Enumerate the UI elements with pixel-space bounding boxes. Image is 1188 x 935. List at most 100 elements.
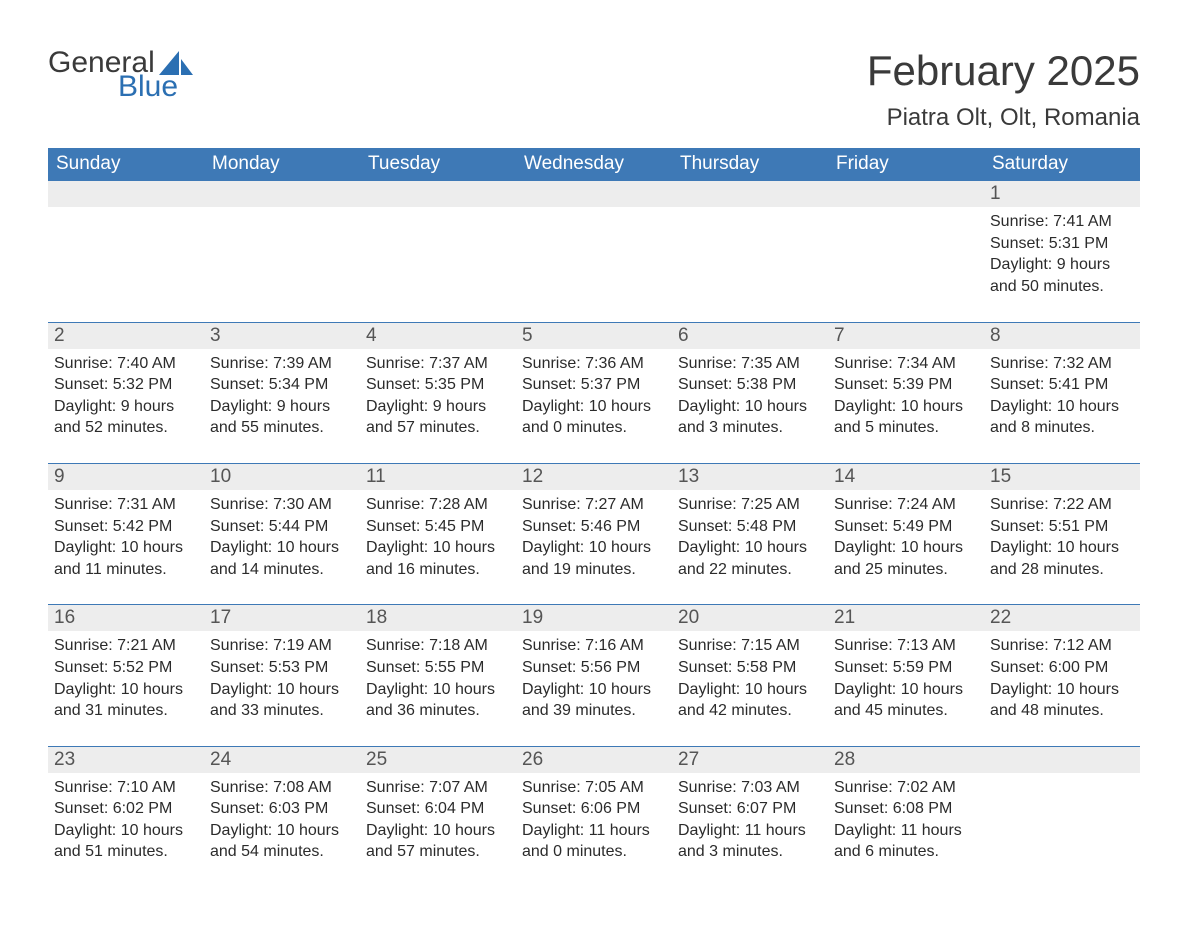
day-info: Sunrise: 7:30 AMSunset: 5:44 PMDaylight:… xyxy=(210,494,354,580)
day-info: Sunrise: 7:35 AMSunset: 5:38 PMDaylight:… xyxy=(678,353,822,439)
calendar-day-cell: 3Sunrise: 7:39 AMSunset: 5:34 PMDaylight… xyxy=(204,322,360,463)
location: Piatra Olt, Olt, Romania xyxy=(867,104,1140,132)
weekday-header: Saturday xyxy=(984,148,1140,180)
daylight-line: Daylight: 10 hours and 51 minutes. xyxy=(54,820,198,863)
sunrise-line: Sunrise: 7:39 AM xyxy=(210,353,354,375)
day-number: 4 xyxy=(360,322,516,349)
day-info: Sunrise: 7:21 AMSunset: 5:52 PMDaylight:… xyxy=(54,635,198,721)
sunset-line: Sunset: 5:38 PM xyxy=(678,374,822,396)
calendar-day-cell: 9 Sunrise: 7:31 AMSunset: 5:42 PMDaylight… xyxy=(48,463,204,604)
day-info: Sunrise: 7:27 AMSunset: 5:46 PMDaylight:… xyxy=(522,494,666,580)
day-number: 28 xyxy=(828,746,984,773)
calendar-day-cell: 1Sunrise: 7:41 AMSunset: 5:31 PMDaylight… xyxy=(984,180,1140,321)
daylight-line: Daylight: 9 hours and 57 minutes. xyxy=(366,396,510,439)
calendar-week-row: 2Sunrise: 7:40 AMSunset: 5:32 PMDaylight… xyxy=(48,322,1140,463)
sunset-line: Sunset: 5:59 PM xyxy=(834,657,978,679)
calendar-day-cell: 13Sunrise: 7:25 AMSunset: 5:48 PMDayligh… xyxy=(672,463,828,604)
day-number: 12 xyxy=(516,463,672,490)
daylight-line: Daylight: 11 hours and 6 minutes. xyxy=(834,820,978,863)
calendar-day-cell: 2 Sunrise: 7:40 AMSunset: 5:32 PMDaylight… xyxy=(48,322,204,463)
sunrise-line: Sunrise: 7:18 AM xyxy=(366,635,510,657)
day-info: Sunrise: 7:05 AMSunset: 6:06 PMDaylight:… xyxy=(522,777,666,863)
weekday-header: Wednesday xyxy=(516,148,672,180)
sunset-line: Sunset: 5:32 PM xyxy=(54,374,198,396)
day-info: Sunrise: 7:22 AMSunset: 5:51 PMDaylight:… xyxy=(990,494,1134,580)
sunrise-line: Sunrise: 7:31 AM xyxy=(54,494,198,516)
daylight-line: Daylight: 10 hours and 45 minutes. xyxy=(834,679,978,722)
day-number: 23 xyxy=(48,746,204,773)
day-number: 5 xyxy=(516,322,672,349)
sunset-line: Sunset: 5:46 PM xyxy=(522,516,666,538)
calendar-day-cell: . xyxy=(828,180,984,321)
weekday-header: Thursday xyxy=(672,148,828,180)
day-number: 2 xyxy=(48,322,204,349)
sunset-line: Sunset: 6:00 PM xyxy=(990,657,1134,679)
calendar-day-cell: 12 Sunrise: 7:27 AMSunset: 5:46 PMDayligh… xyxy=(516,463,672,604)
day-number: 26 xyxy=(516,746,672,773)
daylight-line: Daylight: 10 hours and 31 minutes. xyxy=(54,679,198,722)
weekday-header: Friday xyxy=(828,148,984,180)
sunrise-line: Sunrise: 7:03 AM xyxy=(678,777,822,799)
daylight-line: Daylight: 10 hours and 11 minutes. xyxy=(54,537,198,580)
sunset-line: Sunset: 5:34 PM xyxy=(210,374,354,396)
calendar-day-cell: 8Sunrise: 7:32 AMSunset: 5:41 PMDaylight… xyxy=(984,322,1140,463)
calendar-day-cell: 22Sunrise: 7:12 AMSunset: 6:00 PMDayligh… xyxy=(984,604,1140,745)
day-info: Sunrise: 7:07 AMSunset: 6:04 PMDaylight:… xyxy=(366,777,510,863)
day-number: 10 xyxy=(204,463,360,490)
day-number: 24 xyxy=(204,746,360,773)
day-info: Sunrise: 7:24 AMSunset: 5:49 PMDaylight:… xyxy=(834,494,978,580)
daylight-line: Daylight: 10 hours and 48 minutes. xyxy=(990,679,1134,722)
day-info: Sunrise: 7:40 AMSunset: 5:32 PMDaylight:… xyxy=(54,353,198,439)
weekday-header: Tuesday xyxy=(360,148,516,180)
calendar-day-cell: 24 Sunrise: 7:08 AMSunset: 6:03 PMDayligh… xyxy=(204,746,360,887)
sunset-line: Sunset: 6:03 PM xyxy=(210,798,354,820)
calendar-day-cell: 10 Sunrise: 7:30 AMSunset: 5:44 PMDayligh… xyxy=(204,463,360,604)
sunset-line: Sunset: 5:49 PM xyxy=(834,516,978,538)
calendar-day-cell: . xyxy=(672,180,828,321)
sunrise-line: Sunrise: 7:22 AM xyxy=(990,494,1134,516)
day-number: . xyxy=(828,180,984,207)
calendar-day-cell: 19Sunrise: 7:16 AMSunset: 5:56 PMDayligh… xyxy=(516,604,672,745)
calendar-week-row: ......1Sunrise: 7:41 AMSunset: 5:31 PMDa… xyxy=(48,180,1140,321)
daylight-line: Daylight: 10 hours and 25 minutes. xyxy=(834,537,978,580)
sunrise-line: Sunrise: 7:13 AM xyxy=(834,635,978,657)
day-number: 11 xyxy=(360,463,516,490)
day-number: 25 xyxy=(360,746,516,773)
weekday-header: Monday xyxy=(204,148,360,180)
day-number: 1 xyxy=(984,180,1140,207)
sunset-line: Sunset: 5:42 PM xyxy=(54,516,198,538)
sunset-line: Sunset: 5:58 PM xyxy=(678,657,822,679)
sunrise-line: Sunrise: 7:07 AM xyxy=(366,777,510,799)
calendar-day-cell: 18Sunrise: 7:18 AMSunset: 5:55 PMDayligh… xyxy=(360,604,516,745)
day-info: Sunrise: 7:02 AMSunset: 6:08 PMDaylight:… xyxy=(834,777,978,863)
day-number: 14 xyxy=(828,463,984,490)
day-number: . xyxy=(672,180,828,207)
sunrise-line: Sunrise: 7:40 AM xyxy=(54,353,198,375)
calendar-day-cell: 21Sunrise: 7:13 AMSunset: 5:59 PMDayligh… xyxy=(828,604,984,745)
sunset-line: Sunset: 5:41 PM xyxy=(990,374,1134,396)
sunset-line: Sunset: 5:53 PM xyxy=(210,657,354,679)
sunrise-line: Sunrise: 7:02 AM xyxy=(834,777,978,799)
calendar-day-cell: . xyxy=(516,180,672,321)
daylight-line: Daylight: 10 hours and 14 minutes. xyxy=(210,537,354,580)
day-number: 15 xyxy=(984,463,1140,490)
day-info: Sunrise: 7:13 AMSunset: 5:59 PMDaylight:… xyxy=(834,635,978,721)
daylight-line: Daylight: 9 hours and 52 minutes. xyxy=(54,396,198,439)
daylight-line: Daylight: 9 hours and 50 minutes. xyxy=(990,254,1134,297)
day-info: Sunrise: 7:39 AMSunset: 5:34 PMDaylight:… xyxy=(210,353,354,439)
sunset-line: Sunset: 5:31 PM xyxy=(990,233,1134,255)
daylight-line: Daylight: 10 hours and 33 minutes. xyxy=(210,679,354,722)
day-number: . xyxy=(516,180,672,207)
sunset-line: Sunset: 5:48 PM xyxy=(678,516,822,538)
sunset-line: Sunset: 6:07 PM xyxy=(678,798,822,820)
daylight-line: Daylight: 10 hours and 42 minutes. xyxy=(678,679,822,722)
sunset-line: Sunset: 5:51 PM xyxy=(990,516,1134,538)
header: General Blue February 2025 Piatra Olt, O… xyxy=(48,48,1140,132)
calendar-day-cell: . xyxy=(360,180,516,321)
day-info: Sunrise: 7:08 AMSunset: 6:03 PMDaylight:… xyxy=(210,777,354,863)
day-number: 18 xyxy=(360,604,516,631)
day-number: 9 xyxy=(48,463,204,490)
day-info: Sunrise: 7:25 AMSunset: 5:48 PMDaylight:… xyxy=(678,494,822,580)
day-number: . xyxy=(360,180,516,207)
day-info: Sunrise: 7:12 AMSunset: 6:00 PMDaylight:… xyxy=(990,635,1134,721)
